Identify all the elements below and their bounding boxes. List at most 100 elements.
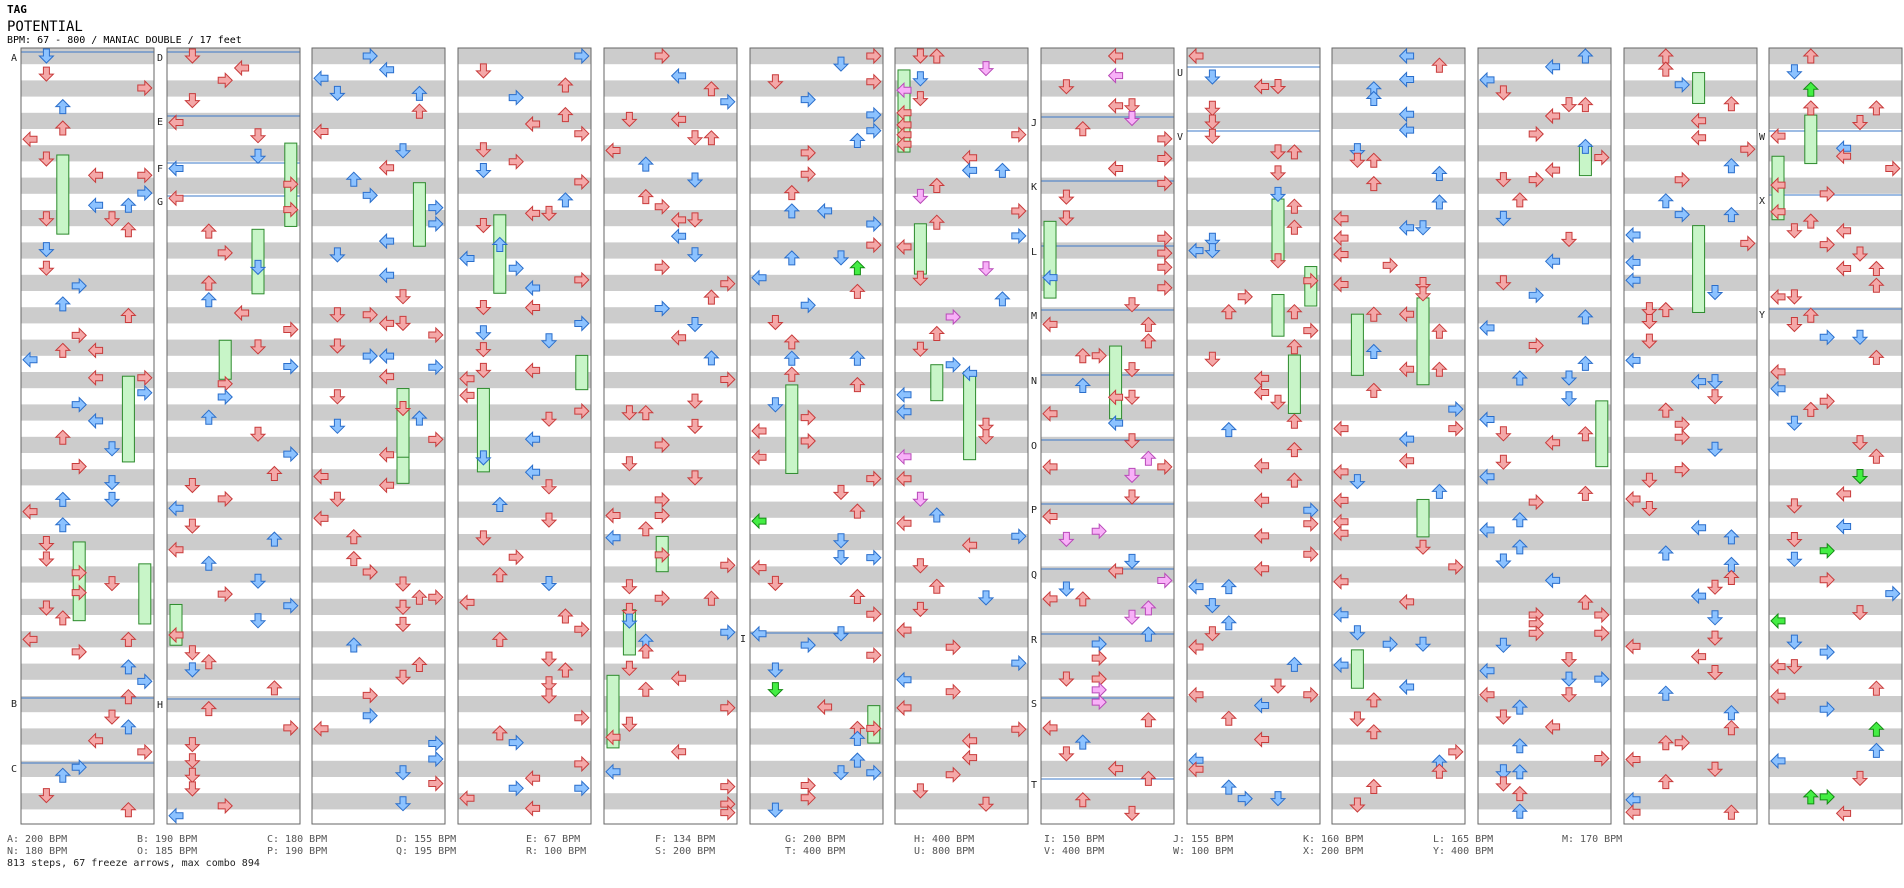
beat-stripe [167,242,300,259]
beat-stripe [1187,728,1320,745]
bpm-legend-entry: X: 200 BPM [1303,846,1364,857]
beat-stripe [750,145,883,162]
beat-stripe [1769,80,1902,97]
freeze-arrow [493,214,507,294]
beat-stripe [1478,242,1611,259]
column-frame [1623,47,1758,825]
beat-stripe [1624,404,1757,421]
column-border [1768,47,1903,825]
column-border [603,47,738,825]
section-label: O [1031,441,1037,452]
beat-stripe [604,696,737,713]
beat-stripe [1332,566,1465,583]
beat-stripe [895,242,1028,259]
beat-stripe [21,501,154,518]
beat-stripe [1769,598,1902,615]
beat-stripe [458,631,591,648]
beat-stripe [1332,307,1465,324]
bpm-legend-entry: G: 200 BPM [785,834,846,845]
beat-stripe [458,663,591,680]
beat-stripe [895,339,1028,356]
beat-stripe [458,112,591,129]
beat-stripe [1041,210,1174,227]
beat-stripe [167,436,300,453]
chart-column [457,47,592,825]
beat-stripe [21,534,154,551]
beat-stripe [1624,631,1757,648]
freeze-arrow [606,674,620,749]
beat-stripe [750,307,883,324]
beat-stripe [21,372,154,389]
beat-stripe [1624,274,1757,291]
beat-stripe [1478,663,1611,680]
chart-column: UV [1177,47,1321,825]
beat-stripe [312,372,445,389]
beat-stripe [1041,793,1174,810]
beat-stripe [1478,501,1611,518]
beat-stripe [1332,436,1465,453]
bpm-legend-entry: W: 100 BPM [1173,846,1234,857]
beat-stripe [21,177,154,194]
beat-stripe [604,339,737,356]
beat-stripe [1187,469,1320,486]
beat-stripe [1624,501,1757,518]
beat-stripe [750,631,883,648]
beat-stripe [312,242,445,259]
beat-stripe [21,728,154,745]
freeze-arrow [72,541,86,622]
beat-stripe [1478,307,1611,324]
beat-stripe [1332,469,1465,486]
beat-stripe [312,760,445,777]
bpm-legend-entry: Q: 195 BPM [396,846,457,857]
beat-stripe [1624,242,1757,259]
beat-stripe [1332,631,1465,648]
bpm-legend-entry: F: 134 BPM [655,834,716,845]
chart-column [1623,47,1758,825]
beat-stripe [1478,274,1611,291]
beat-stripe [21,760,154,777]
beat-stripe [458,372,591,389]
beat-stripe [1187,696,1320,713]
section-label: B [11,699,17,710]
beat-stripe [1769,728,1902,745]
beat-stripe [1769,696,1902,713]
bpm-legend-entry: K: 160 BPM [1303,834,1364,845]
beat-stripe [1187,177,1320,194]
beat-stripe [895,404,1028,421]
freeze-arrow [913,223,927,275]
beat-stripe [1041,566,1174,583]
beat-stripe [895,631,1028,648]
beat-stripe [312,696,445,713]
beat-stripe [167,534,300,551]
beat-stripe [21,80,154,97]
bpm-legend-entry: V: 400 BPM [1044,846,1105,857]
freeze-arrow [218,339,232,380]
freeze-arrow [56,154,70,235]
beat-stripe [21,404,154,421]
beat-stripe [1041,436,1174,453]
beat-stripe [312,598,445,615]
freeze-arrow [1416,498,1430,538]
beat-stripe [1624,210,1757,227]
section-label: L [1031,247,1037,258]
freeze-arrow [930,364,944,402]
freeze-arrow [1416,297,1430,386]
beat-stripe [604,112,737,129]
bpm-legend-entry: A: 200 BPM [7,834,68,845]
bpm-legend-entry: L: 165 BPM [1433,834,1494,845]
beat-stripe [604,663,737,680]
beat-stripe [1478,469,1611,486]
beat-stripe [750,112,883,129]
beat-stripe [1769,48,1902,65]
beat-stripe [895,307,1028,324]
beat-stripe [1187,48,1320,65]
beat-stripe [1041,372,1174,389]
beat-stripe [895,436,1028,453]
section-label: U [1177,68,1183,79]
beat-stripe [1041,177,1174,194]
freeze-arrow [1350,649,1364,689]
bpm-legend-entry: E: 67 BPM [526,834,581,845]
beat-stripe [604,469,737,486]
beat-stripe [750,598,883,615]
